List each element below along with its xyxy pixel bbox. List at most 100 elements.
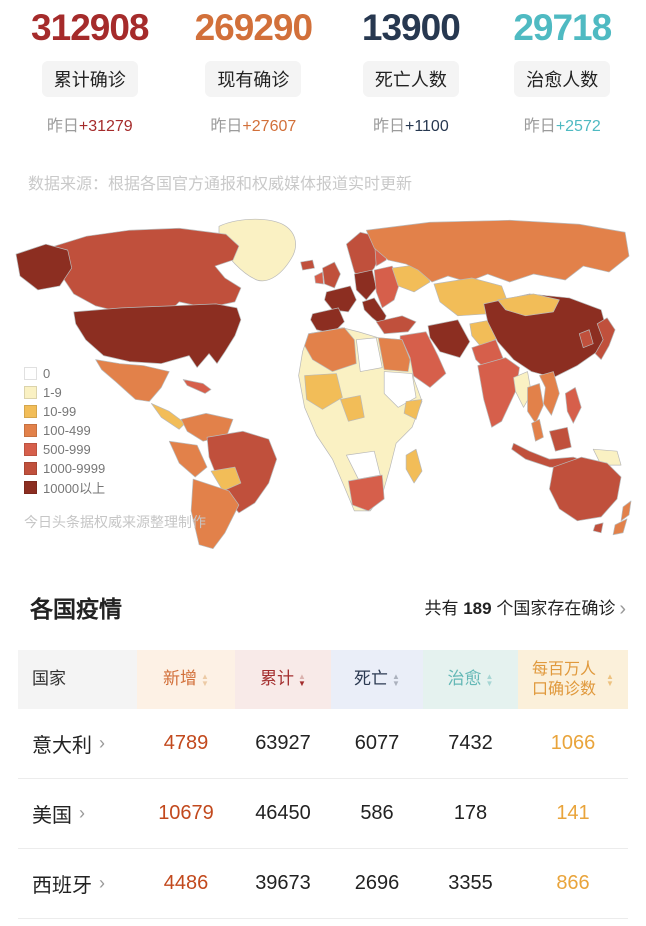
sort-down-icon-active: ▼ [298, 678, 306, 688]
sort-down-icon: ▼ [485, 678, 494, 688]
legend-item: 0 [24, 364, 105, 383]
map-region-chile-argentina [190, 478, 240, 550]
column-header-total-sort[interactable]: 累计 ▲ ▼ [235, 650, 331, 709]
map-region-borneo [549, 426, 572, 452]
page-title: 各国疫情 [30, 596, 122, 622]
legend-item: 500-999 [24, 440, 105, 459]
table-row-usa[interactable]: 美国 › 10679 46450 586 178 141 [18, 779, 628, 849]
chevron-right-icon: › [619, 597, 626, 620]
table-row-italy[interactable]: 意大利 › 4789 63927 6077 7432 1066 [18, 709, 628, 779]
map-region-peru [168, 440, 208, 478]
legend-item: 100-499 [24, 421, 105, 440]
delta-prefix: 昨日 [523, 118, 556, 135]
map-region-libya [355, 337, 383, 372]
stats-bar: 312908 累计确诊 昨日+31279 269290 现有确诊 昨日+2760… [0, 0, 646, 136]
map-region-iran [427, 319, 471, 358]
stat-delta: 昨日+2572 [487, 112, 638, 136]
per-million-cell: 866 [556, 872, 590, 894]
sort-arrows-icon: ▲ ▼ [298, 671, 306, 688]
table-header: 国家 新增 ▲ ▼ 累计 ▲ ▼ 死亡 ▲ ▼ 治愈 ▲ ▼ 每百万人口确诊数 ▲ ▼ [18, 650, 628, 709]
map-region-mongolia [497, 293, 560, 317]
legend-swatch [24, 367, 37, 380]
delta-prefix: 昨日 [46, 118, 79, 135]
total-cases-cell: 63927 [255, 732, 311, 754]
legend-swatch [24, 386, 37, 399]
stat-delta: 昨日+31279 [8, 112, 172, 136]
country-cell: 美国 › [32, 803, 85, 827]
map-region-ethiopia [403, 399, 423, 420]
column-header-new-sort[interactable]: 新增 ▲ ▼ [137, 650, 235, 709]
cured-cell: 3355 [448, 872, 493, 894]
stat-delta: 昨日+27607 [172, 112, 336, 136]
map-region-russia [365, 219, 630, 283]
stat-cumulative-confirmed: 312908 累计确诊 昨日+31279 [8, 8, 172, 136]
sort-down-icon: ▼ [606, 678, 614, 688]
map-region-vietnam [539, 371, 560, 416]
map-region-south-korea [578, 329, 594, 349]
map-region-alaska [15, 243, 73, 291]
delta-value: +2572 [555, 118, 601, 135]
summary-suffix: 个国家存在确诊 [491, 598, 616, 618]
sort-up-icon: ▲ [606, 671, 614, 681]
chevron-right-icon: › [99, 733, 105, 753]
sort-up-icon: ▲ [392, 671, 400, 681]
sort-up-icon: ▲ [298, 671, 306, 681]
chevron-right-icon: › [99, 873, 105, 893]
map-region-usa [73, 303, 242, 368]
sort-arrows-icon: ▲ ▼ [201, 672, 209, 688]
world-choropleth-map: 0 1-9 10-99 100-499 500-999 1000-9999 10… [12, 214, 634, 552]
map-region-greenland [218, 218, 296, 282]
world-map-svg [15, 218, 632, 550]
deaths-cell: 2696 [354, 872, 400, 894]
column-header-per-million-sort[interactable]: 每百万人口确诊数 ▲ ▼ [518, 650, 628, 709]
per-million-cell: 1066 [550, 732, 596, 754]
sort-up-icon: ▲ [485, 671, 494, 681]
map-region-germany-central-europe [354, 269, 377, 301]
legend-item: 10000以上 [24, 478, 105, 497]
map-region-tasmania [592, 522, 604, 534]
total-cases-cell: 39673 [255, 872, 311, 894]
stat-label: 治愈人数 [514, 61, 611, 97]
map-region-mexico [95, 359, 170, 402]
all-countries-link[interactable]: 共有 189 个国家存在确诊 › [424, 594, 626, 621]
table-row-spain[interactable]: 西班牙 › 4486 39673 2696 3355 866 [18, 849, 628, 919]
stat-label: 累计确诊 [41, 61, 138, 97]
stat-deaths: 13900 死亡人数 昨日+1100 [335, 8, 486, 136]
new-cases-cell: 4789 [163, 732, 209, 754]
stat-delta: 昨日+1100 [335, 112, 486, 136]
stat-current-confirmed: 269290 现有确诊 昨日+27607 [172, 8, 336, 136]
map-region-papua-new-guinea [592, 448, 622, 466]
legend-swatch [24, 443, 37, 456]
map-region-australia [549, 456, 622, 522]
column-header-country: 国家 [18, 650, 137, 709]
country-cell: 意大利 › [32, 733, 105, 757]
stat-label: 死亡人数 [362, 61, 459, 97]
chevron-right-icon: › [79, 803, 85, 823]
sort-arrows-icon: ▲ ▼ [485, 671, 494, 688]
map-region-turkey [375, 315, 417, 335]
map-region-balkans-poland [373, 265, 401, 309]
total-cases-cell: 46450 [255, 802, 311, 824]
delta-value: +27607 [242, 118, 297, 135]
column-header-deaths-sort[interactable]: 死亡 ▲ ▼ [331, 650, 423, 709]
map-region-france [324, 285, 357, 313]
stat-value: 312908 [31, 7, 149, 48]
section-header: 各国疫情 共有 189 个国家存在确诊 › [30, 590, 626, 624]
stat-value: 269290 [194, 7, 313, 48]
map-region-morocco-algeria [304, 327, 357, 372]
legend-item: 1-9 [24, 383, 105, 402]
column-header-cured-sort[interactable]: 治愈 ▲ ▼ [423, 650, 518, 709]
map-region-thailand [527, 383, 544, 424]
map-region-china [483, 293, 608, 378]
country-table: 国家 新增 ▲ ▼ 累计 ▲ ▼ 死亡 ▲ ▼ 治愈 ▲ ▼ 每百万人口确诊数 ▲ ▼ 意… [18, 650, 628, 919]
legend-swatch [24, 462, 37, 475]
delta-prefix: 昨日 [372, 118, 405, 135]
map-region-madagascar [405, 448, 423, 484]
stat-value: 13900 [361, 7, 461, 48]
map-region-ireland [314, 271, 324, 285]
sort-down-icon: ▼ [201, 678, 209, 688]
map-region-egypt [377, 337, 411, 372]
cured-cell: 178 [453, 802, 488, 824]
map-region-west-africa [304, 373, 343, 410]
delta-value: +1100 [404, 118, 449, 135]
